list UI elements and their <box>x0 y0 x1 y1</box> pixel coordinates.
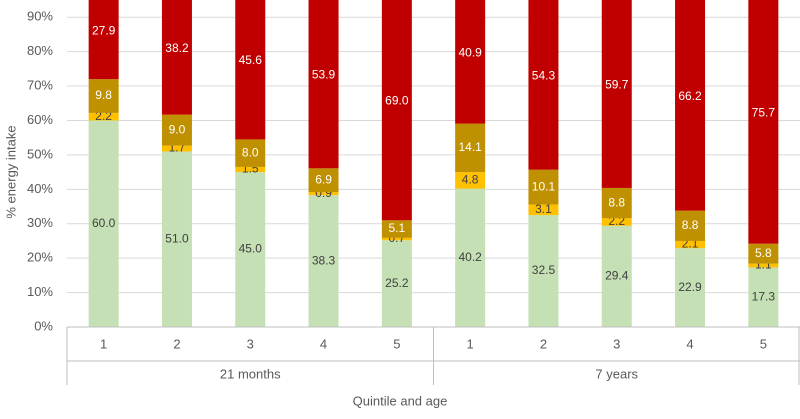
data-label: 32.5 <box>532 263 556 277</box>
bar-segment <box>235 166 266 173</box>
data-label: 38.3 <box>312 253 336 267</box>
y-tick-label: 40% <box>27 181 53 196</box>
y-tick-label: 10% <box>27 284 53 299</box>
bar-segment <box>528 0 559 170</box>
y-tick-label: 60% <box>27 112 53 127</box>
y-tick-label: 50% <box>27 146 53 161</box>
bar-segment <box>161 0 192 115</box>
bar-segment <box>455 188 486 327</box>
bar-segment <box>308 195 339 327</box>
y-tick-label: 20% <box>27 250 53 265</box>
group-label: 7 years <box>595 366 638 381</box>
bar-segment <box>455 0 486 124</box>
data-label: 8.8 <box>682 218 699 232</box>
data-label: 6.9 <box>315 172 332 186</box>
y-tick-label: 70% <box>27 77 53 92</box>
bar-segment <box>381 220 412 238</box>
bar-segment <box>235 0 266 140</box>
data-label: 27.9 <box>92 23 116 37</box>
x-tick-label: 2 <box>173 336 180 351</box>
bar-segment <box>601 225 632 327</box>
bar-segment <box>748 243 779 264</box>
data-label: 54.3 <box>532 68 556 82</box>
bar-segment <box>308 168 339 193</box>
data-label: 66.2 <box>678 89 702 103</box>
data-label: 45.6 <box>239 53 263 67</box>
bar-segment <box>88 120 119 327</box>
data-label: 25.2 <box>385 276 409 290</box>
data-label: 69.0 <box>385 94 409 108</box>
data-label: 29.4 <box>605 269 629 283</box>
data-label: 59.7 <box>605 77 629 91</box>
bar-segment <box>381 0 412 221</box>
bar-segment <box>601 218 632 226</box>
bar-segment <box>528 215 559 327</box>
data-label: 5.1 <box>389 221 406 235</box>
data-label: 22.9 <box>678 280 702 294</box>
data-label: 9.8 <box>95 88 112 102</box>
data-label: 14.1 <box>458 140 482 154</box>
bar-segment <box>675 210 706 241</box>
bar-segment <box>675 0 706 211</box>
y-tick-label: 80% <box>27 43 53 58</box>
group-label: 21 months <box>220 366 281 381</box>
data-label: 8.0 <box>242 145 259 159</box>
data-label: 51.0 <box>165 231 189 245</box>
bar-segment <box>88 79 119 113</box>
data-label: 8.8 <box>608 195 625 209</box>
bar-segment <box>748 267 779 327</box>
bar-segment <box>528 169 559 205</box>
bar-segment <box>161 145 192 152</box>
bar-segment <box>161 114 192 146</box>
x-tick-label: 3 <box>613 336 620 351</box>
bar-segment <box>748 263 779 268</box>
y-tick-label: 90% <box>27 9 53 24</box>
x-axis-title: Quintile and age <box>353 393 448 408</box>
bar-segment <box>601 187 632 219</box>
bar-segment <box>675 240 706 249</box>
data-label: 3.1 <box>535 202 552 216</box>
data-label: 17.3 <box>752 289 776 303</box>
y-tick-label: 0% <box>34 318 53 333</box>
bar-segment <box>381 237 412 241</box>
bar-segment <box>748 0 779 244</box>
data-label: 10.1 <box>532 179 556 193</box>
data-label: 40.9 <box>458 45 482 59</box>
data-label: 5.8 <box>755 246 772 260</box>
bar-segment <box>88 0 119 80</box>
data-label: 53.9 <box>312 68 336 82</box>
x-tick-label: 2 <box>540 336 547 351</box>
bar-segment <box>601 0 632 188</box>
bar-segment <box>308 192 339 196</box>
x-tick-label: 5 <box>760 336 767 351</box>
bar-segment <box>161 151 192 327</box>
bar-segment <box>455 172 486 189</box>
y-axis-title: % energy intake <box>3 125 18 218</box>
bar-segment <box>455 123 486 173</box>
data-label: 40.2 <box>458 250 482 264</box>
x-tick-label: 1 <box>100 336 107 351</box>
data-label: 45.0 <box>239 242 263 256</box>
data-label: 4.8 <box>462 173 479 187</box>
y-tick-label: 30% <box>27 215 53 230</box>
bar-segment <box>381 240 412 327</box>
bar-segment <box>528 204 559 216</box>
x-tick-label: 5 <box>393 336 400 351</box>
bar-segment <box>235 172 266 327</box>
data-label: 38.2 <box>165 41 189 55</box>
bar-segment <box>88 112 119 121</box>
data-label: 9.0 <box>169 122 186 136</box>
data-label: 75.7 <box>752 106 776 120</box>
data-label: 60.0 <box>92 216 116 230</box>
x-tick-label: 1 <box>467 336 474 351</box>
x-tick-label: 3 <box>247 336 254 351</box>
bar-segment <box>235 139 266 167</box>
x-tick-label: 4 <box>686 336 693 351</box>
bar-segment <box>675 248 706 327</box>
x-tick-label: 4 <box>320 336 327 351</box>
bar-segment <box>308 0 339 169</box>
